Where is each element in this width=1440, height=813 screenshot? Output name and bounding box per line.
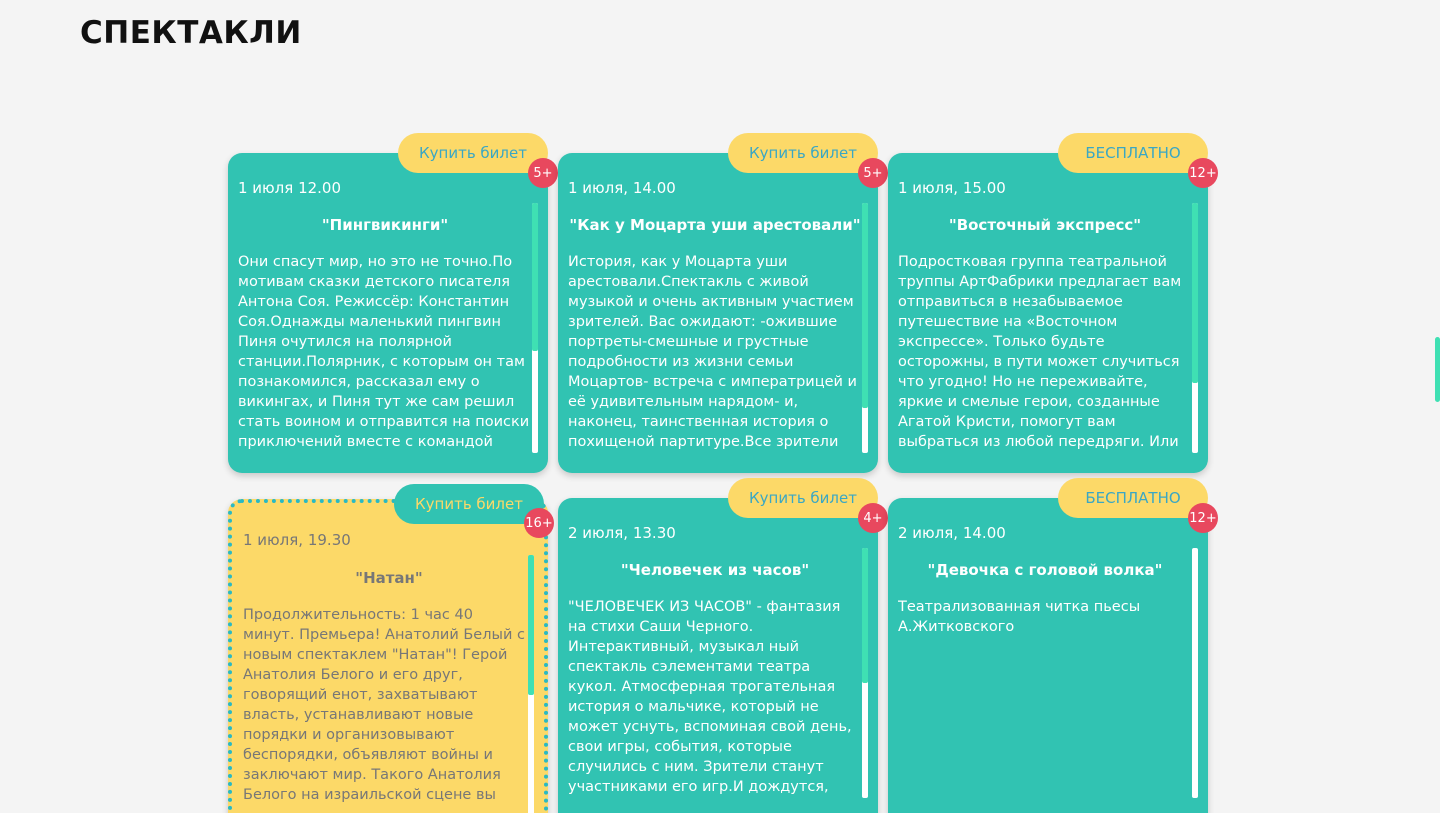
age-rating-badge: 5+ xyxy=(528,158,558,188)
show-card-highlighted: Купить билет 16+ 1 июля, 19.30 "Натан" П… xyxy=(228,484,554,813)
free-badge-button[interactable]: БЕСПЛАТНО xyxy=(1058,478,1208,518)
buy-ticket-button[interactable]: Купить билет xyxy=(728,478,878,518)
show-title: "Восточный экспресс" xyxy=(948,216,1142,234)
description-scroll-thumb[interactable] xyxy=(862,203,868,408)
description-scrollbar[interactable] xyxy=(1192,548,1198,798)
show-title: "Натан" xyxy=(355,569,423,587)
show-card: БЕСПЛАТНО 12+ 1 июля, 15.00 "Восточный э… xyxy=(888,133,1218,473)
show-description: Театрализованная читка пьесы А.Житковско… xyxy=(898,599,1141,635)
show-description: Подростковая группа театральной труппы А… xyxy=(898,254,1182,450)
show-title: "Как у Моцарта уши арестовали" xyxy=(569,216,861,234)
buy-ticket-button[interactable]: Купить билет xyxy=(728,133,878,173)
description-scrollbar[interactable] xyxy=(1192,203,1198,453)
page-scrollbar-thumb[interactable] xyxy=(1435,337,1440,402)
show-date: 2 июля, 14.00 xyxy=(898,524,1006,542)
show-description: Продолжительность: 1 час 40 минут. Премь… xyxy=(243,607,525,803)
show-description: История, как у Моцарта уши арестовали.Сп… xyxy=(568,254,857,450)
free-badge-button[interactable]: БЕСПЛАТНО xyxy=(1058,133,1208,173)
description-scrollbar[interactable] xyxy=(528,555,534,813)
show-description: "ЧЕЛОВЕЧЕК ИЗ ЧАСОВ" - фантазия на стихи… xyxy=(568,599,852,795)
age-rating-badge: 5+ xyxy=(858,158,888,188)
description-scroll-thumb[interactable] xyxy=(532,203,538,351)
description-scrollbar[interactable] xyxy=(862,548,868,798)
buy-ticket-button[interactable]: Купить билет xyxy=(398,133,548,173)
page-title: СПЕКТАКЛИ xyxy=(80,15,302,51)
show-title: "Пингвикинги" xyxy=(321,216,449,234)
show-title: "Человечек из часов" xyxy=(620,561,810,579)
show-card: Купить билет 4+ 2 июля, 13.30 "Человечек… xyxy=(558,478,888,813)
description-scroll-thumb[interactable] xyxy=(862,548,868,683)
age-rating-badge: 12+ xyxy=(1188,158,1218,188)
show-card: Купить билет 5+ 1 июля, 14.00 "Как у Моц… xyxy=(558,133,888,473)
description-scroll-thumb[interactable] xyxy=(1192,203,1198,383)
description-scrollbar[interactable] xyxy=(532,203,538,453)
age-rating-badge: 12+ xyxy=(1188,503,1218,533)
description-scrollbar[interactable] xyxy=(862,203,868,453)
show-description: Они спасут мир, но это не точно.По мотив… xyxy=(238,254,530,450)
show-card: БЕСПЛАТНО 12+ 2 июля, 14.00 "Девочка с г… xyxy=(888,478,1218,813)
description-scroll-thumb[interactable] xyxy=(528,555,534,695)
show-card: Купить билет 5+ 1 июля 12.00 "Пингвикинг… xyxy=(228,133,558,473)
show-title: "Девочка с головой волка" xyxy=(927,561,1163,579)
show-date: 1 июля 12.00 xyxy=(238,179,342,197)
age-rating-badge: 16+ xyxy=(524,508,554,538)
buy-ticket-button[interactable]: Купить билет xyxy=(394,484,544,524)
show-date: 1 июля, 19.30 xyxy=(243,531,351,549)
show-date: 1 июля, 14.00 xyxy=(568,179,676,197)
age-rating-badge: 4+ xyxy=(858,503,888,533)
show-date: 1 июля, 15.00 xyxy=(898,179,1006,197)
show-date: 2 июля, 13.30 xyxy=(568,524,676,542)
